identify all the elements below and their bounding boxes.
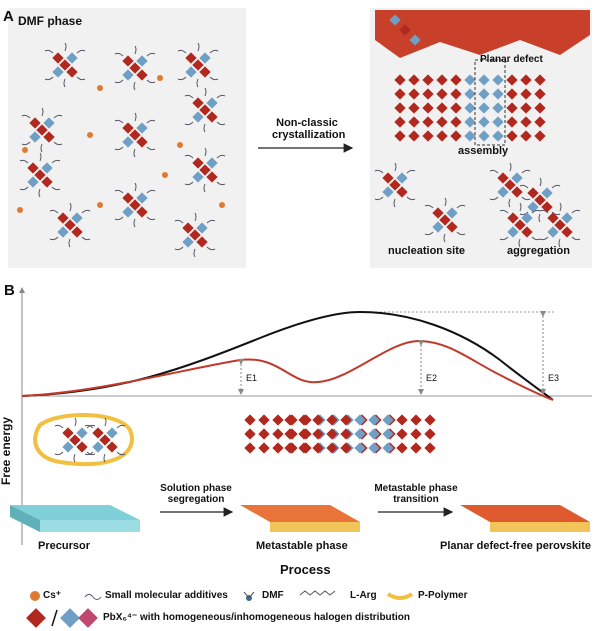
step2-line2: transition (393, 494, 439, 505)
perovskite-art (284, 414, 590, 532)
aggregation-label: aggregation (507, 245, 570, 257)
x-axis-label: Process (280, 562, 331, 577)
arrow-label-line1: Non-classic (276, 117, 338, 129)
legend-pbx: PbX₆⁴⁻ with homogeneous/inhomogeneous ha… (103, 612, 410, 623)
dmf-phase-title: DMF phase (18, 14, 83, 28)
y-axis-label: Free energy (0, 416, 14, 486)
e2-label: E2 (426, 373, 438, 383)
legend-dmf: DMF (262, 590, 284, 601)
precursor-art (10, 412, 140, 532)
pbx-legend-icon (26, 608, 98, 628)
assembly-label: assembly (458, 145, 509, 157)
cs-legend-icon (30, 591, 40, 601)
assembly-lattice (394, 59, 546, 146)
panel-b-label: B (4, 282, 15, 299)
polymer-legend-icon (386, 592, 414, 600)
small-molecule-legend-icon (84, 594, 102, 600)
step2-label: Metastable phase transition (372, 483, 460, 505)
stage-metastable: Metastable phase (256, 540, 348, 552)
legend-cs: Cs⁺ (43, 590, 62, 601)
stage-precursor: Precursor (38, 540, 90, 552)
e3-label: E3 (548, 373, 560, 383)
panel-a-label: A (3, 8, 14, 25)
legend-small-molecule: Small molecular additives (105, 590, 228, 601)
dmf-legend-icon (243, 591, 255, 601)
legend-polymer: P-Polymer (418, 590, 468, 601)
crystal-facet-art (375, 10, 590, 58)
stage-perovskite: Planar defect-free perovskite (440, 540, 592, 552)
controlled-curve (21, 339, 554, 401)
metastable-art (240, 414, 396, 532)
arrow-label-line2: crystallization (272, 129, 346, 141)
nucleation-label: nucleation site (388, 245, 466, 257)
step1-line2: segregation (167, 494, 225, 505)
step2-line1: Metastable phase (374, 483, 458, 494)
larg-legend-icon (299, 590, 336, 596)
uncontrolled-curve (21, 310, 554, 401)
step1-line1: Solution phase (160, 483, 232, 494)
e1-label: E1 (246, 373, 258, 383)
legend-larg: L-Arg (350, 590, 377, 601)
step1-label: Solution phase segregation (160, 483, 232, 505)
cs-ions (17, 75, 225, 213)
arrow-label: Non-classic crystallization (272, 117, 346, 141)
planar-defect-label: Planar defect (480, 54, 543, 65)
